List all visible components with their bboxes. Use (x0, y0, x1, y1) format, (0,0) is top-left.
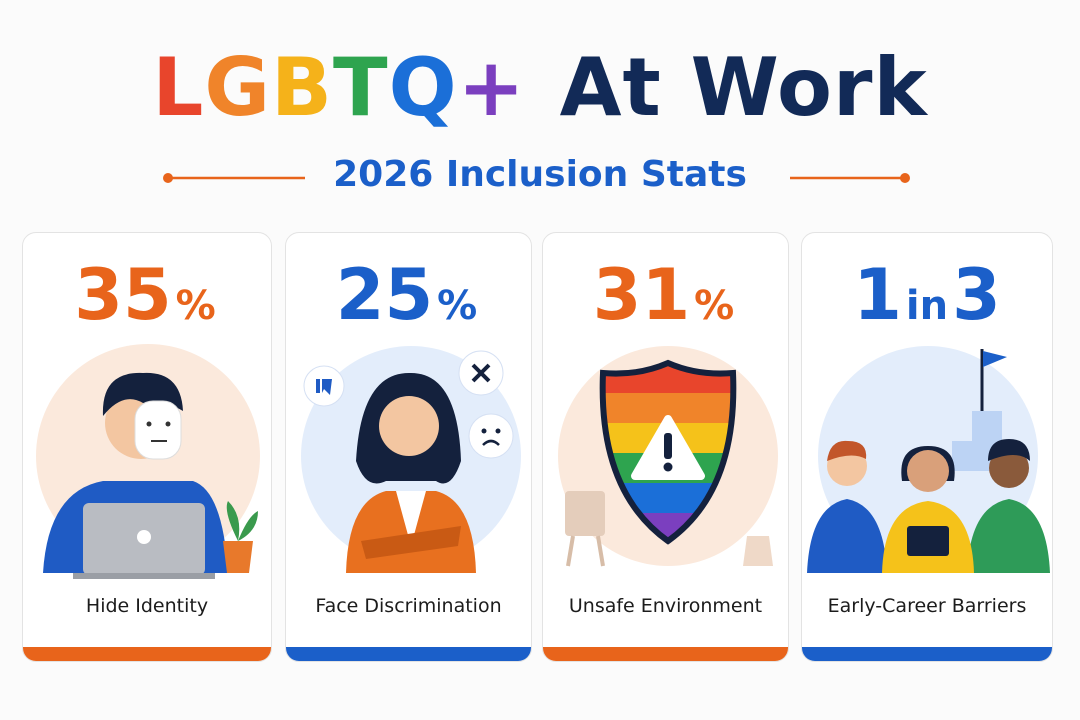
illustration (807, 346, 1050, 573)
card-bar (802, 647, 1052, 661)
stat-part: in (905, 283, 949, 329)
stat-part: % (694, 283, 735, 329)
stat-card: 31% Unsafe Environment (542, 232, 789, 662)
title-letter: + (457, 41, 526, 134)
stat-card: 1 in3 Early-Career Barriers (801, 232, 1053, 662)
title-letter: B (271, 41, 333, 134)
card-bar (543, 647, 788, 661)
stat: 1 in3 (802, 255, 1052, 354)
title-letter: Q (388, 41, 458, 134)
illustration (36, 344, 260, 579)
title: LGBTQ+ At Work (0, 38, 1080, 138)
stat-part: % (175, 283, 216, 329)
stat: 31% (543, 255, 788, 354)
title-letter: T (333, 41, 389, 134)
decor-dot (900, 173, 910, 183)
card-bar (286, 647, 531, 661)
stat-label: Face Discrimination (315, 595, 502, 617)
stat-part: 3 (952, 254, 1001, 336)
stat-part: 25 (335, 254, 434, 336)
decor-dot (163, 173, 173, 183)
title-letter: L (152, 41, 205, 134)
stat-card: 35% Hide Identity (22, 232, 272, 662)
title-rest: At Work (559, 41, 928, 134)
subtitle-row: 2026 Inclusion Stats (0, 152, 1080, 202)
illustration (558, 346, 778, 567)
stat-part: 35 (74, 254, 172, 336)
stat-part: % (437, 283, 478, 329)
stat-part: 1 (853, 254, 902, 336)
stat-card: 25% Face Discrimination (285, 232, 532, 662)
stat-label: Unsafe Environment (568, 595, 763, 617)
subtitle: 2026 Inclusion Stats (333, 154, 747, 195)
title-letter: G (204, 41, 272, 134)
stat-label: Early-Career Barriers (827, 595, 1027, 617)
stat-part: 31 (592, 254, 691, 336)
illustration (301, 346, 521, 573)
stat: 25% (286, 255, 531, 354)
stat: 35% (23, 255, 271, 354)
stat-label: Hide Identity (85, 595, 209, 617)
subtitle-decor (163, 173, 910, 183)
card-bar (23, 647, 271, 661)
